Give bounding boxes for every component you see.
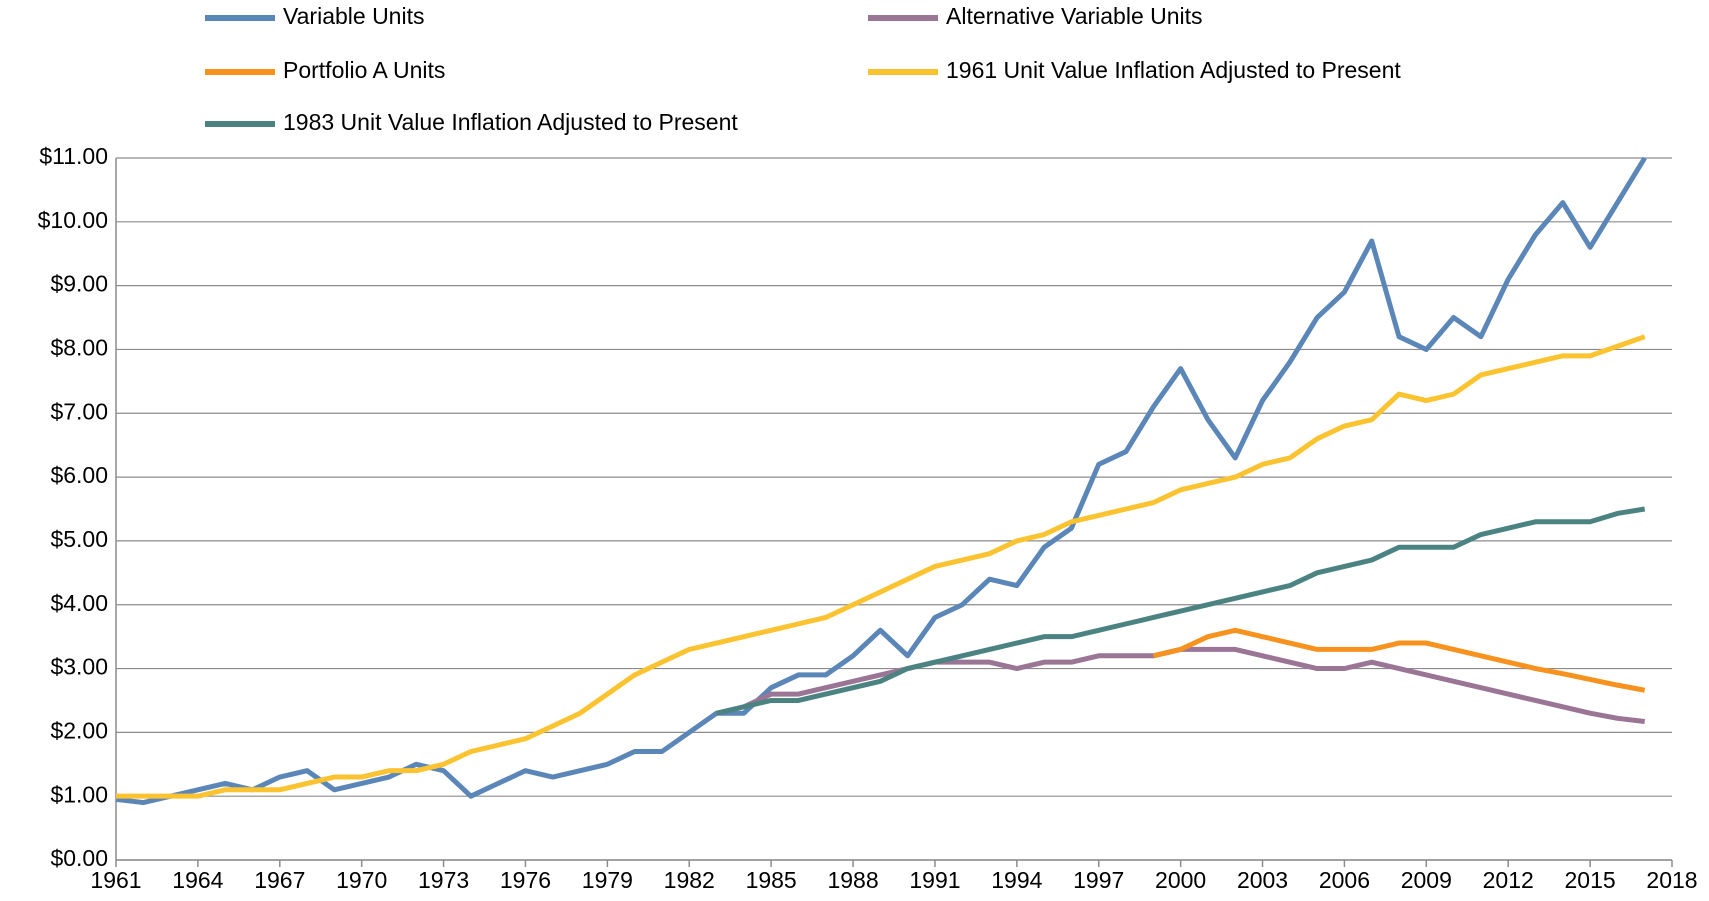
x-tick-label: 2012 <box>1483 867 1534 893</box>
x-tick-label: 1997 <box>1073 867 1124 893</box>
legend-label: Alternative Variable Units <box>946 3 1203 29</box>
x-tick-label: 1994 <box>991 867 1042 893</box>
y-tick-label: $10.00 <box>38 207 108 233</box>
y-tick-label: $3.00 <box>50 654 108 680</box>
x-tick-label: 1970 <box>336 867 387 893</box>
y-tick-label: $1.00 <box>50 781 108 807</box>
x-tick-label: 1985 <box>746 867 797 893</box>
x-tick-label: 2003 <box>1237 867 1288 893</box>
x-tick-label: 1973 <box>418 867 469 893</box>
series-line <box>115 156 1647 806</box>
series-line <box>1152 627 1646 693</box>
y-tick-label: $2.00 <box>50 717 108 743</box>
series-line <box>116 334 1646 799</box>
y-tick-label: $6.00 <box>50 462 108 488</box>
y-tick-label: $9.00 <box>50 271 108 297</box>
legend-label: Portfolio A Units <box>283 57 445 83</box>
x-tick-label: 2006 <box>1319 867 1370 893</box>
x-tick-label: 1991 <box>909 867 960 893</box>
y-tick-label: $8.00 <box>50 335 108 361</box>
legend-label: 1983 Unit Value Inflation Adjusted to Pr… <box>283 109 738 135</box>
y-tick-label: $5.00 <box>50 526 108 552</box>
x-tick-label: 1979 <box>582 867 633 893</box>
y-tick-label: $0.00 <box>50 845 108 871</box>
x-tick-label: 1982 <box>664 867 715 893</box>
x-tick-label: 2018 <box>1646 867 1697 893</box>
x-tick-label: 1976 <box>500 867 551 893</box>
y-tick-label: $11.00 <box>39 143 108 169</box>
x-tick-label: 2009 <box>1401 867 1452 893</box>
legend-label: Variable Units <box>283 3 424 29</box>
x-tick-label: 1988 <box>827 867 878 893</box>
x-tick-label: 2015 <box>1565 867 1616 893</box>
series-line <box>742 646 1645 724</box>
x-tick-label: 1961 <box>90 867 141 893</box>
y-tick-label: $7.00 <box>50 398 108 424</box>
series-line <box>715 506 1646 716</box>
legend-label: 1961 Unit Value Inflation Adjusted to Pr… <box>946 57 1401 83</box>
x-tick-label: 1967 <box>254 867 305 893</box>
x-tick-label: 2000 <box>1155 867 1206 893</box>
x-tick-label: 1964 <box>172 867 223 893</box>
y-tick-label: $4.00 <box>50 590 108 616</box>
